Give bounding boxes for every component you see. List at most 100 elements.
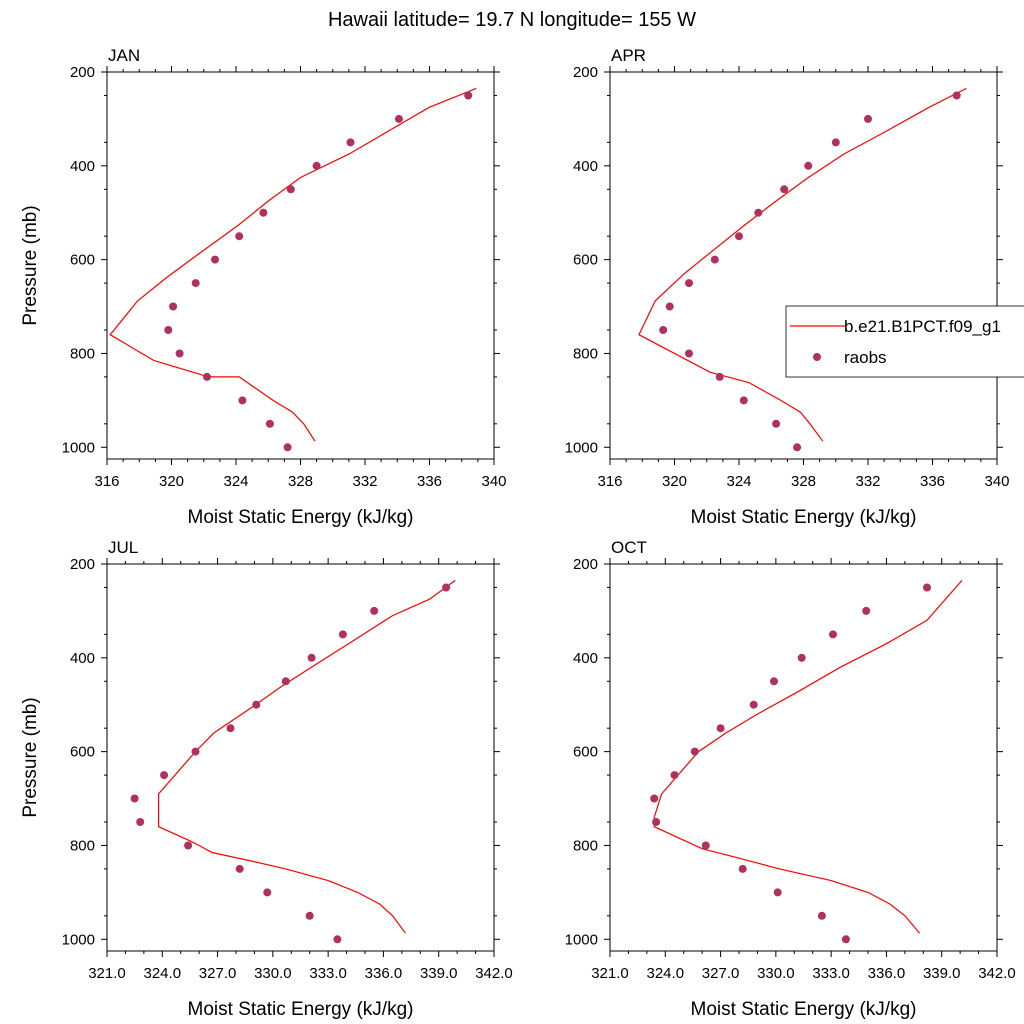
- model-line-oct: [653, 580, 963, 934]
- raobs-point-jul: [263, 888, 272, 897]
- raobs-point-jan: [211, 255, 219, 264]
- y-tick-label-jan: 800: [70, 345, 95, 362]
- raobs-point-jan: [346, 138, 355, 147]
- x-tick-label-jan: 328: [288, 473, 313, 490]
- x-tick-label-apr: 336: [920, 473, 945, 490]
- y-tick-label-oct: 400: [573, 650, 598, 667]
- raobs-point-jan: [203, 372, 211, 381]
- raobs-point-jul: [184, 841, 193, 850]
- legend-box: [785, 305, 1024, 378]
- figure-title: Hawaii latitude= 19.7 N longitude= 155 W: [328, 9, 696, 31]
- raobs-point-jul: [442, 583, 451, 592]
- x-axis-title-jul: Moist Static Energy (kJ/kg): [188, 999, 414, 1020]
- legend-model-label: b.e21.B1PCT.f09_g1: [844, 317, 1001, 336]
- y-tick-label-jan: 600: [70, 252, 95, 269]
- x-axis-title-apr: Moist Static Energy (kJ/kg): [691, 507, 917, 528]
- x-tick-label-jan: 320: [159, 473, 184, 490]
- panel-jul: JUL 321.0 324.0 327.0 330.0 333.0 336.0 339.0 34…: [20, 538, 513, 1020]
- panel-apr: APR 316 320 324 328 332 336 340 200 400 600 800 1000…: [565, 46, 1010, 528]
- x-tick-label-jan: 336: [417, 473, 442, 490]
- plot-frame-oct: [609, 563, 998, 952]
- raobs-point-oct: [650, 794, 659, 803]
- y-tick-label-jul: 200: [70, 556, 95, 573]
- x-tick-label-jul: 327.0: [199, 965, 237, 982]
- y-tick-label-jul: 800: [70, 837, 95, 854]
- x-tick-label-apr: 320: [662, 473, 687, 490]
- y-tick-label-oct: 200: [573, 556, 598, 573]
- raobs-point-apr: [735, 232, 743, 241]
- x-tick-label-jan: 340: [481, 473, 506, 490]
- raobs-point-jan: [235, 232, 244, 241]
- raobs-point-oct: [841, 935, 850, 944]
- x-tick-label-oct: 336.0: [868, 965, 906, 982]
- x-tick-label-jul: 336.0: [365, 965, 403, 982]
- panel-label-jul: JUL: [108, 538, 138, 557]
- raobs-point-oct: [817, 911, 826, 920]
- raobs-point-jul: [307, 653, 316, 662]
- x-tick-label-oct: 324.0: [647, 965, 685, 982]
- x-tick-label-jul: 324.0: [144, 965, 182, 982]
- raobs-point-apr: [659, 326, 668, 334]
- raobs-point-apr: [864, 114, 872, 123]
- y-tick-label-jan: 1000: [62, 439, 95, 456]
- model-line-jul: [158, 579, 456, 934]
- x-tick-label-apr: 324: [726, 473, 751, 490]
- x-tick-label-jul: 321.0: [88, 965, 126, 982]
- raobs-point-jul: [136, 818, 145, 826]
- raobs-point-jan: [394, 114, 403, 123]
- raobs-point-oct: [652, 818, 661, 826]
- raobs-point-oct: [701, 841, 710, 850]
- panel-oct: OCT 321.0 324.0 327.0 330.0 333.0 336.0 339.0 34…: [565, 538, 1016, 1020]
- x-tick-label-jul: 333.0: [309, 965, 347, 982]
- raobs-point-apr: [754, 208, 763, 217]
- panel-label-oct: OCT: [611, 538, 647, 557]
- raobs-point-oct: [770, 677, 778, 686]
- x-tick-label-jul: 339.0: [420, 965, 458, 982]
- raobs-point-oct: [670, 771, 679, 780]
- raobs-point-jan: [464, 91, 473, 100]
- raobs-point-apr: [793, 443, 802, 452]
- raobs-point-apr: [665, 302, 674, 311]
- raobs-point-apr: [780, 185, 789, 194]
- x-tick-label-jul: 330.0: [254, 965, 292, 982]
- legend: b.e21.B1PCT.f09_g1 raobs: [785, 305, 1024, 378]
- plot-frame-apr: [609, 71, 998, 460]
- x-tick-label-oct: 339.0: [923, 965, 961, 982]
- panel-jan: JAN 316 320 324 328 332 336 340 200 400 600 800 1000…: [20, 46, 507, 528]
- y-tick-label-jul: 1000: [62, 931, 95, 948]
- x-tick-label-jan: 332: [352, 473, 377, 490]
- x-axis-title-jan: Moist Static Energy (kJ/kg): [188, 507, 414, 528]
- raobs-point-jul: [305, 911, 314, 920]
- raobs-point-oct: [773, 888, 782, 897]
- model-line-jan: [109, 87, 477, 442]
- x-tick-label-apr: 340: [984, 473, 1009, 490]
- plot-frame-jan: [106, 71, 495, 460]
- raobs-point-jul: [333, 935, 342, 944]
- raobs-point-apr: [685, 279, 693, 288]
- raobs-point-jan: [169, 302, 178, 311]
- raobs-point-apr: [952, 91, 961, 100]
- x-tick-label-jul: 342.0: [475, 965, 513, 982]
- y-tick-label-jul: 400: [70, 650, 95, 667]
- y-tick-label-apr: 1000: [565, 439, 598, 456]
- x-tick-label-apr: 332: [855, 473, 880, 490]
- x-tick-label-oct: 327.0: [702, 965, 740, 982]
- raobs-point-jul: [160, 771, 169, 780]
- raobs-point-oct: [923, 583, 931, 592]
- raobs-point-jul: [252, 700, 261, 709]
- y-tick-label-jul: 600: [70, 744, 95, 761]
- y-tick-label-apr: 800: [573, 345, 598, 362]
- raobs-point-apr: [710, 255, 719, 264]
- y-axis-title-jul: Pressure (mb): [20, 697, 41, 817]
- panel-label-jan: JAN: [108, 46, 140, 65]
- legend-obs-swatch: [813, 353, 821, 361]
- raobs-point-oct: [862, 606, 871, 615]
- raobs-point-jul: [338, 630, 347, 639]
- raobs-point-jul: [281, 677, 290, 686]
- raobs-point-jan: [238, 396, 247, 405]
- raobs-point-jul: [191, 747, 200, 756]
- y-axis-title-jan: Pressure (mb): [20, 205, 41, 325]
- raobs-point-jul: [370, 606, 379, 615]
- x-axis-title-oct: Moist Static Energy (kJ/kg): [691, 999, 917, 1020]
- x-tick-label-apr: 328: [791, 473, 816, 490]
